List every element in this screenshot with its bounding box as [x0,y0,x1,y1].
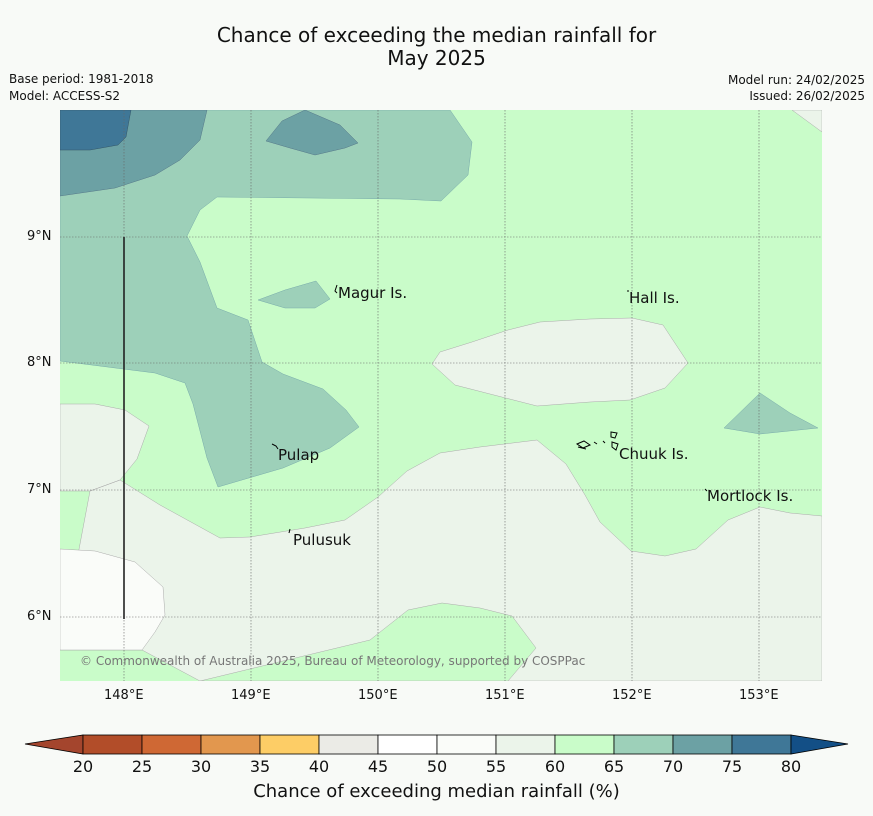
island-outlines [271,284,708,534]
pulap-island [271,443,279,450]
region-60-65-south [199,602,537,681]
label-pulusuk: Pulusuk [293,531,351,549]
chuuk-lagoon [575,431,619,451]
cb-tick-20: 20 [72,757,94,776]
cb-tick-65: 65 [603,757,625,776]
cb-tick-45: 45 [367,757,389,776]
lat-tick-9n: 9°N [27,229,52,244]
model-run-text: Model run: 24/02/2025 [727,73,865,87]
label-chuuk: Chuuk Is. [619,445,689,463]
copyright-credit: © Commonwealth of Australia 2025, Bureau… [80,654,586,668]
lon-tick-152e: 152°E [612,688,652,703]
region-55-60-south [60,403,822,681]
lon-tick-149e: 149°E [231,688,271,703]
mortlock-island [704,488,708,492]
colorbar [24,734,849,755]
model-text: Model: ACCESS-S2 [9,89,121,103]
lat-tick-6n: 6°N [27,609,52,624]
cb-tick-50: 50 [426,757,448,776]
colorbar-title: Chance of exceeding median rainfall (%) [253,781,620,802]
lon-tick-151e: 151°E [485,688,525,703]
region-65-70-west [60,110,473,488]
pulusuk-island [288,528,291,534]
cb-tick-40: 40 [308,757,330,776]
issued-text: Issued: 26/02/2025 [749,89,865,103]
label-magur: Magur Is. [338,284,408,302]
cb-tick-80: 80 [780,757,802,776]
lat-tick-7n: 7°N [27,482,52,497]
cb-tick-60: 60 [544,757,566,776]
cb-tick-70: 70 [662,757,684,776]
colorbar-extend-high [790,734,849,755]
lon-tick-153e: 153°E [739,688,779,703]
cb-tick-55: 55 [485,757,507,776]
label-mortlock: Mortlock Is. [707,487,794,505]
cb-tick-30: 30 [190,757,212,776]
label-pulap: Pulap [278,446,320,464]
region-75-80-corner [60,110,132,151]
region-50-55-sw [60,548,166,651]
cb-tick-35: 35 [249,757,271,776]
map-title-line1: Chance of exceeding the median rainfall … [216,23,657,47]
colorbar-extend-low [24,734,84,755]
base-period-text: Base period: 1981-2018 [9,72,154,86]
region-55-60-ne [791,110,822,133]
lon-tick-150e: 150°E [358,688,398,703]
cb-tick-25: 25 [131,757,153,776]
lat-tick-8n: 8°N [27,355,52,370]
cb-tick-75: 75 [721,757,743,776]
region-65-70-magur [257,280,331,309]
magur-island [334,284,338,294]
map-title-line2: May 2025 [387,46,486,70]
region-70-75-n [265,110,359,156]
lon-tick-148e: 148°E [104,688,144,703]
label-hall: Hall Is. [629,289,680,307]
region-65-70-east [723,392,819,435]
region-55-60-central [431,317,689,407]
